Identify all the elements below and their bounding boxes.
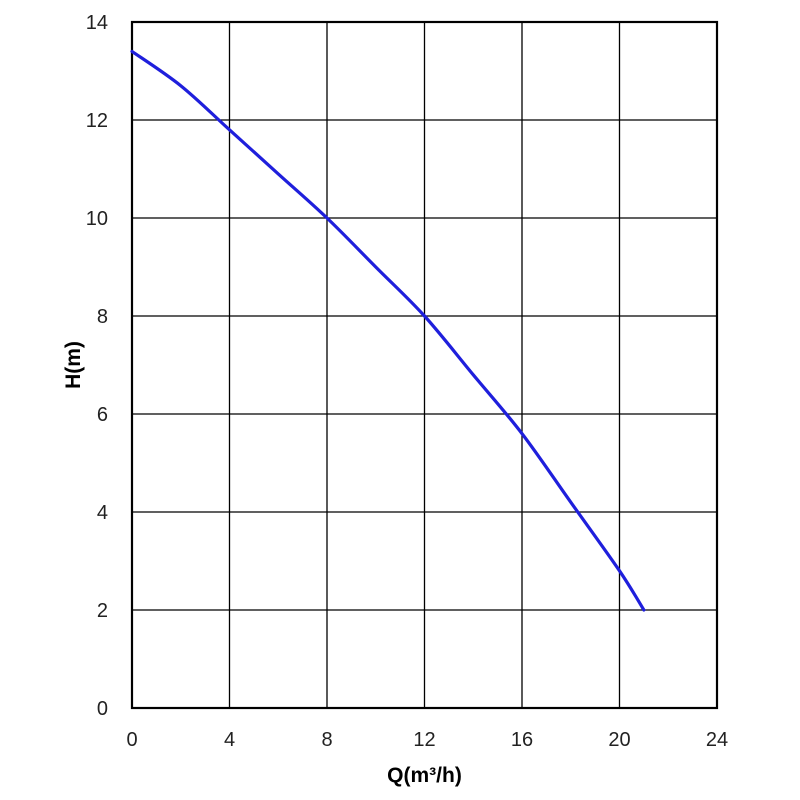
x-tick-label: 16 — [511, 729, 533, 751]
x-tick-label: 8 — [321, 729, 332, 751]
y-tick-label: 10 — [86, 208, 108, 230]
plot-area-frame — [130, 20, 719, 710]
y-tick-label: 0 — [97, 698, 108, 720]
x-tick-label: 12 — [413, 729, 435, 751]
y-tick-label: 6 — [97, 404, 108, 426]
series-layer — [130, 49, 646, 612]
y-tick-label: 4 — [97, 502, 108, 524]
y-axis-label: H(m) — [62, 341, 85, 389]
x-tick-label: 24 — [706, 729, 728, 751]
y-tick-label: 14 — [86, 12, 108, 34]
x-tick-label: 0 — [126, 729, 137, 751]
x-tick-label: 20 — [608, 729, 630, 751]
y-tick-label: 8 — [97, 306, 108, 328]
y-tick-labels: 0 2 4 6 8 10 12 14 — [86, 12, 108, 720]
y-tick-label: 2 — [97, 600, 108, 622]
series-line — [130, 49, 646, 612]
x-axis-label: Q(m³/h) — [387, 764, 462, 787]
y-tick-label: 12 — [86, 110, 108, 132]
x-tick-labels: 0 4 8 12 16 20 24 — [126, 729, 728, 751]
x-tick-label: 4 — [224, 729, 235, 751]
